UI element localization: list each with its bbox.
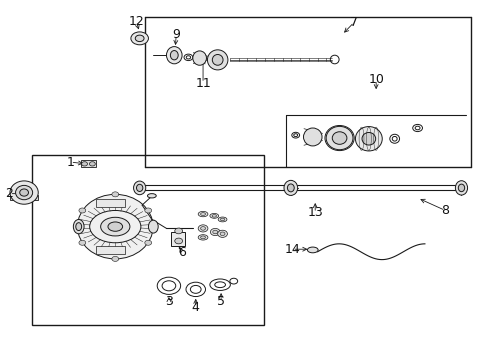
Ellipse shape: [147, 194, 156, 198]
Circle shape: [135, 35, 144, 41]
Ellipse shape: [355, 127, 382, 151]
Ellipse shape: [218, 217, 226, 222]
Ellipse shape: [170, 50, 178, 60]
Circle shape: [144, 240, 151, 245]
Bar: [96, 199, 125, 207]
Ellipse shape: [331, 132, 346, 144]
Text: 7: 7: [349, 16, 358, 29]
Text: 5: 5: [217, 296, 224, 309]
Text: 14: 14: [284, 243, 300, 256]
Ellipse shape: [325, 126, 352, 150]
Text: 11: 11: [195, 77, 210, 90]
Bar: [81, 160, 96, 167]
Ellipse shape: [10, 181, 38, 204]
Ellipse shape: [77, 194, 153, 259]
Ellipse shape: [220, 218, 224, 221]
Circle shape: [81, 162, 87, 166]
Bar: [10, 195, 38, 200]
Ellipse shape: [133, 181, 145, 195]
Ellipse shape: [307, 247, 318, 253]
Ellipse shape: [192, 51, 206, 65]
Bar: [96, 246, 125, 254]
Ellipse shape: [101, 217, 130, 236]
Text: 2: 2: [5, 187, 13, 200]
Ellipse shape: [207, 50, 227, 70]
Circle shape: [198, 225, 207, 232]
Circle shape: [210, 228, 220, 235]
Circle shape: [174, 228, 182, 234]
Circle shape: [174, 238, 182, 244]
Circle shape: [220, 232, 224, 235]
Ellipse shape: [20, 189, 28, 196]
Ellipse shape: [166, 46, 182, 64]
Ellipse shape: [284, 180, 297, 195]
Circle shape: [144, 208, 151, 213]
Ellipse shape: [148, 220, 158, 233]
Bar: [171, 232, 184, 246]
Text: 3: 3: [164, 296, 172, 309]
Ellipse shape: [457, 184, 464, 192]
Circle shape: [79, 240, 85, 245]
Ellipse shape: [200, 213, 205, 216]
Ellipse shape: [136, 184, 142, 192]
Ellipse shape: [108, 222, 122, 231]
Circle shape: [89, 162, 95, 166]
Ellipse shape: [209, 213, 218, 218]
Circle shape: [112, 192, 119, 197]
Circle shape: [200, 226, 205, 230]
Circle shape: [79, 208, 85, 213]
Ellipse shape: [212, 215, 216, 217]
Ellipse shape: [287, 184, 294, 192]
Ellipse shape: [76, 223, 81, 230]
Ellipse shape: [198, 211, 207, 217]
Circle shape: [212, 230, 217, 234]
Circle shape: [112, 256, 119, 261]
Circle shape: [131, 32, 148, 45]
Text: 1: 1: [66, 156, 74, 168]
Text: 4: 4: [191, 301, 199, 314]
Bar: [32, 155, 264, 325]
Ellipse shape: [198, 235, 207, 240]
Text: 9: 9: [172, 28, 180, 41]
Text: 12: 12: [128, 15, 144, 28]
Text: 6: 6: [178, 246, 185, 259]
Ellipse shape: [212, 54, 223, 65]
Circle shape: [217, 230, 227, 237]
Ellipse shape: [16, 185, 33, 200]
Ellipse shape: [73, 220, 84, 234]
Text: 10: 10: [367, 73, 383, 86]
Ellipse shape: [361, 132, 375, 145]
Ellipse shape: [303, 128, 322, 146]
Ellipse shape: [454, 181, 467, 195]
Ellipse shape: [200, 236, 205, 239]
Text: 8: 8: [441, 204, 448, 217]
Text: 13: 13: [306, 207, 323, 220]
